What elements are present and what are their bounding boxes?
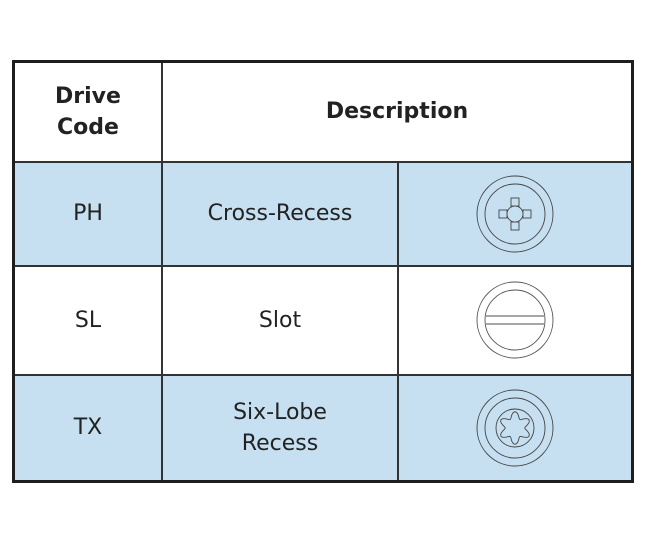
table-row: SL Slot bbox=[12, 264, 634, 376]
drive-code-cell: SL bbox=[12, 264, 163, 376]
drive-code-table: Drive Code Description PH Cross-Recess SL… bbox=[12, 60, 634, 483]
drive-code-cell: PH bbox=[12, 160, 163, 267]
phillips-cross-recess-icon bbox=[476, 175, 554, 252]
description-cell: Cross-Recess bbox=[161, 160, 399, 267]
drive-code-cell: TX bbox=[12, 373, 163, 483]
table-row: TX Six-Lobe Recess bbox=[12, 373, 634, 483]
slot-icon bbox=[476, 281, 554, 359]
table-row: PH Cross-Recess bbox=[12, 160, 634, 267]
six-lobe-torx-icon bbox=[476, 389, 554, 467]
description-cell: Six-Lobe Recess bbox=[161, 373, 399, 483]
header-drive-code: Drive Code bbox=[12, 60, 163, 163]
icon-cell bbox=[397, 373, 634, 483]
description-cell: Slot bbox=[161, 264, 399, 376]
header-description: Description bbox=[161, 60, 634, 163]
icon-cell bbox=[397, 264, 634, 376]
header-row: Drive Code Description bbox=[12, 60, 634, 163]
icon-cell bbox=[397, 160, 634, 267]
